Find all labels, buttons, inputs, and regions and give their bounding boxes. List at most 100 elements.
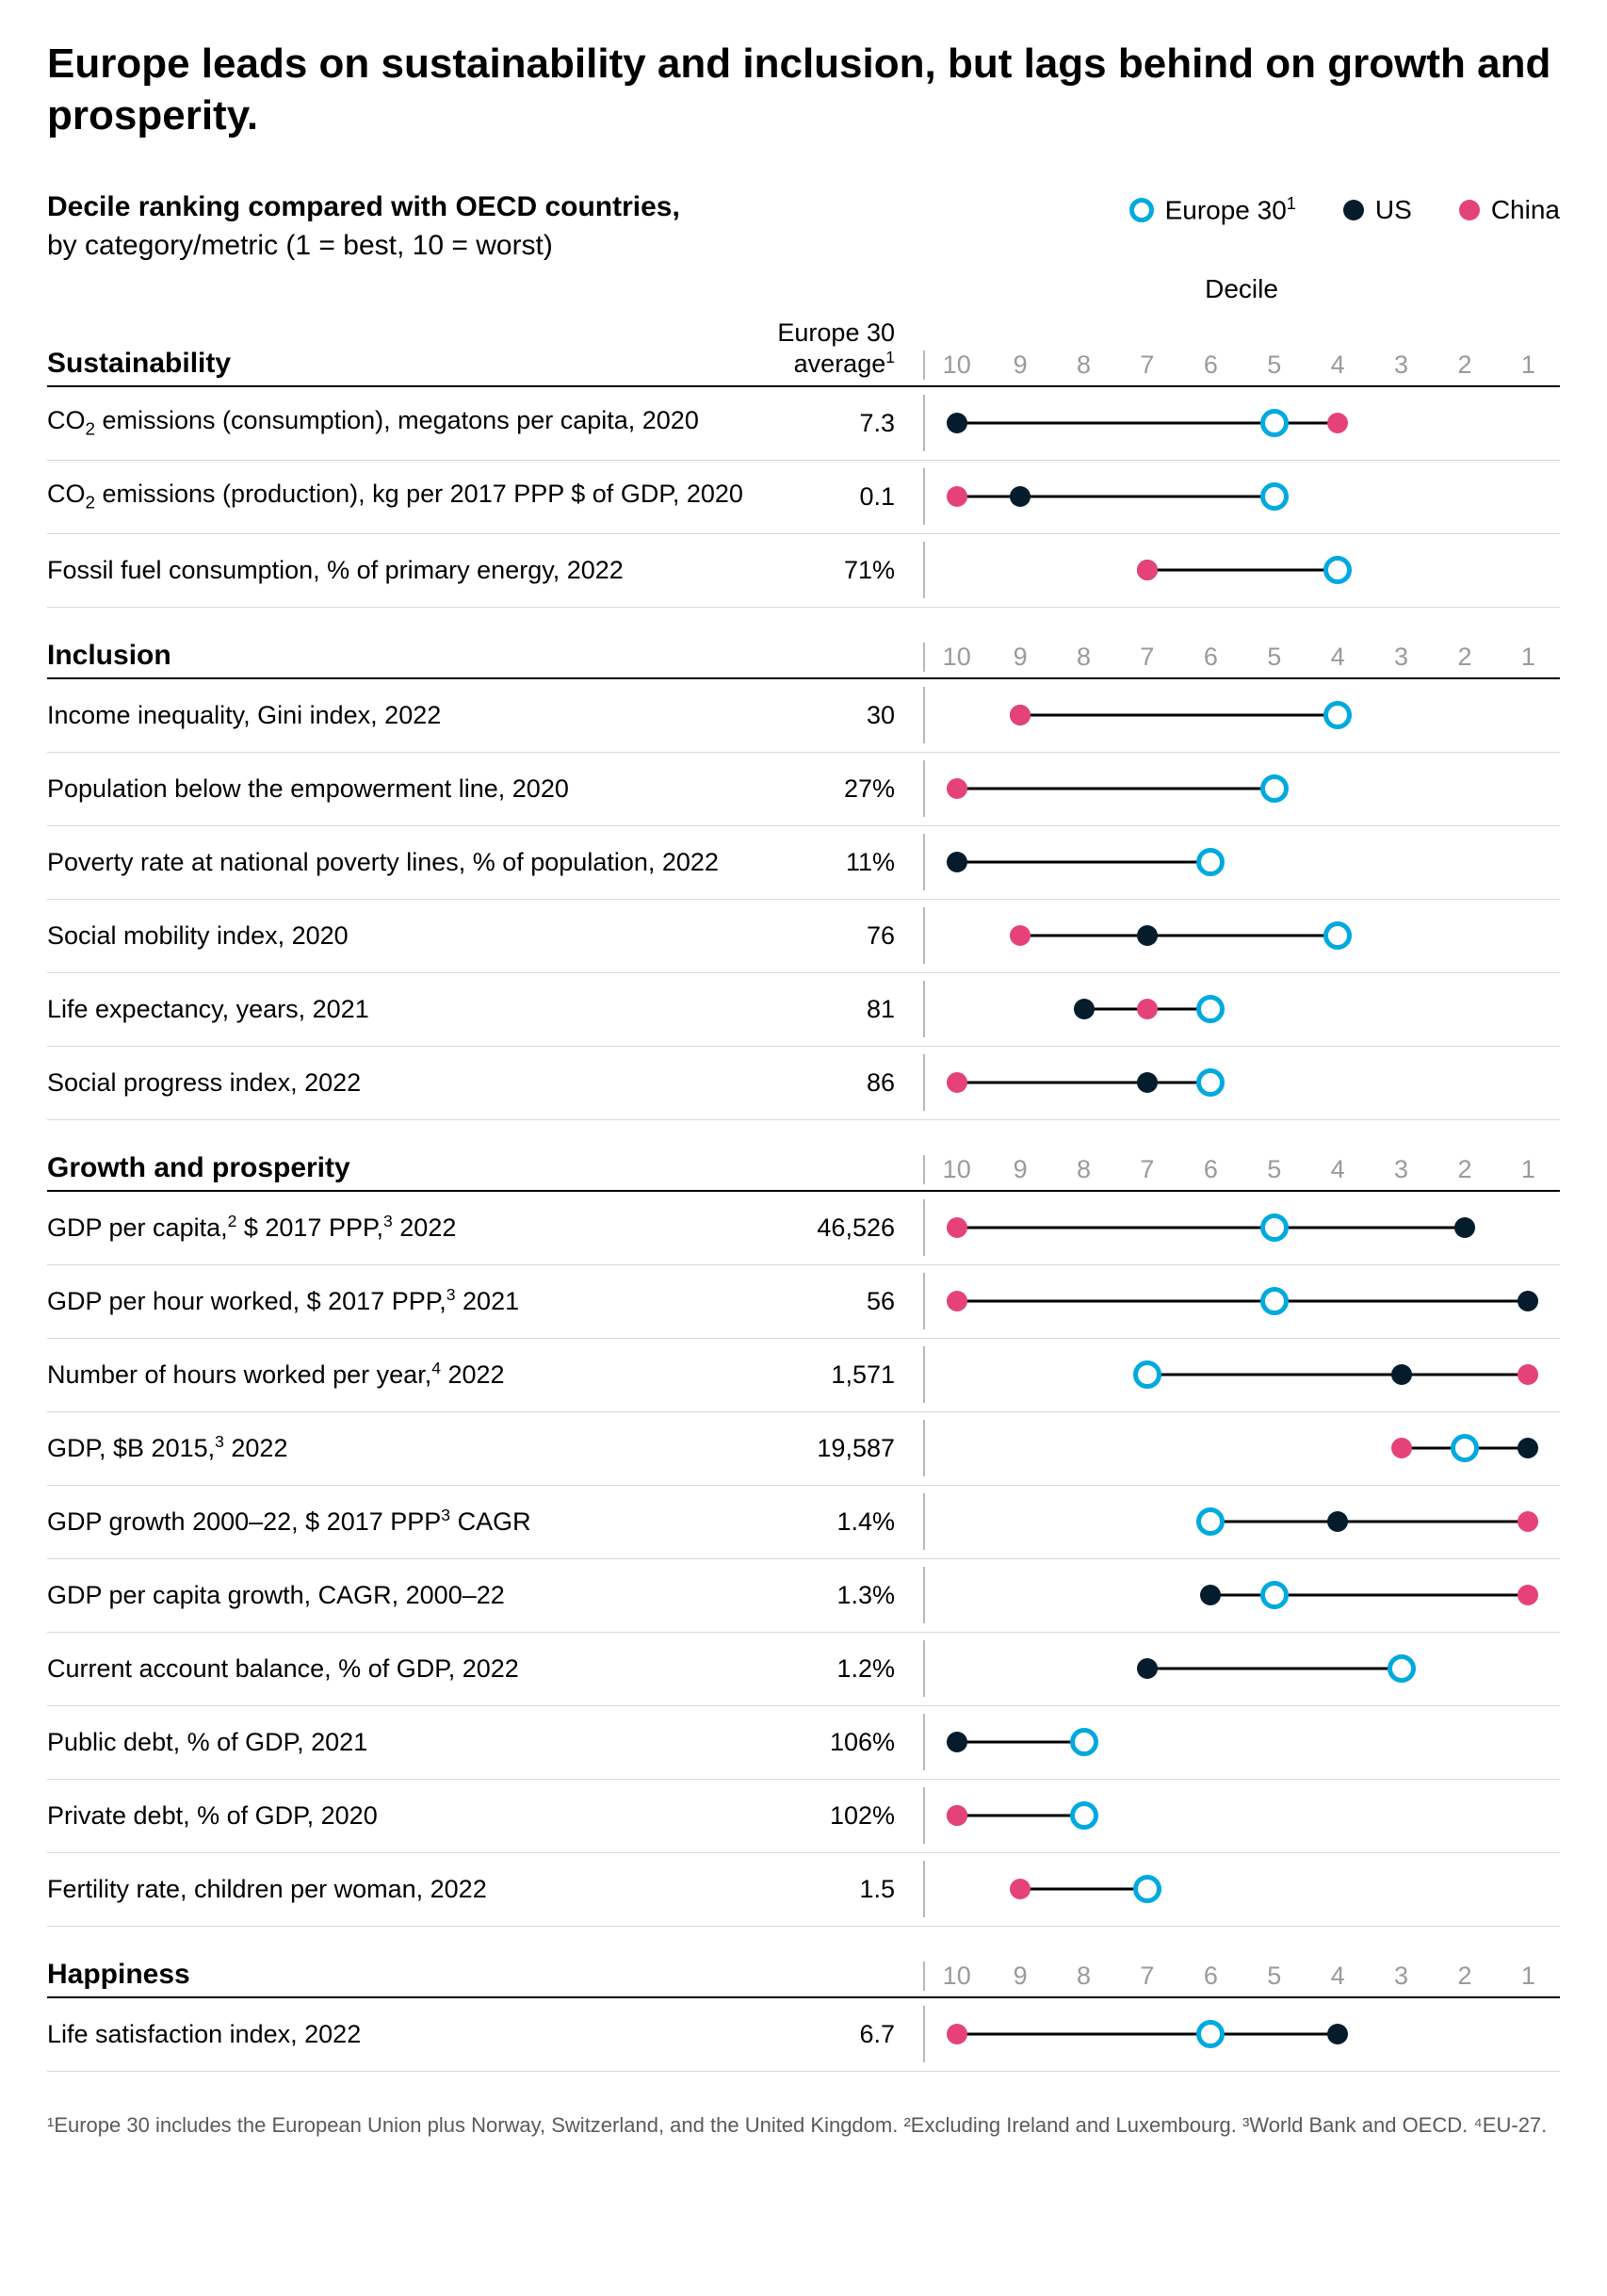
- axis-tick: 9: [988, 1155, 1051, 1184]
- metric-avg-value: 1.4%: [763, 1507, 923, 1537]
- europe-marker: [1260, 482, 1289, 511]
- europe-marker: [1323, 556, 1352, 584]
- axis-tick: 10: [925, 1962, 988, 1991]
- europe-marker: [1260, 1287, 1289, 1315]
- metric-avg-value: 11%: [763, 848, 923, 877]
- metric-row: GDP, $B 2015,3 202219,587: [47, 1412, 1560, 1486]
- axis-tick: 1: [1497, 643, 1560, 672]
- metric-avg-value: 71%: [763, 556, 923, 585]
- axis-tick: 4: [1306, 1962, 1369, 1991]
- us-marker: [1200, 1585, 1221, 1605]
- decile-plot: [923, 834, 1560, 890]
- metric-avg-value: 27%: [763, 774, 923, 804]
- europe-marker: [1388, 1654, 1416, 1683]
- legend-label: China: [1491, 195, 1560, 225]
- us-marker: [1454, 1217, 1475, 1238]
- europe-marker: [1196, 2020, 1225, 2048]
- decile-plot: [923, 1861, 1560, 1917]
- decile-plot: [923, 1346, 1560, 1403]
- axis-tick: 5: [1242, 1962, 1306, 1991]
- axis-tick: 10: [925, 350, 988, 380]
- decile-plot: [923, 1273, 1560, 1329]
- europe-marker: [1070, 1728, 1098, 1756]
- axis-tick: 4: [1306, 643, 1369, 672]
- europe-marker: [1133, 1360, 1161, 1389]
- legend-swatch: [1129, 198, 1154, 222]
- metric-label: GDP per capita,2 $ 2017 PPP,3 2022: [47, 1199, 763, 1256]
- metric-avg-value: 106%: [763, 1728, 923, 1757]
- metric-row: Population below the empowerment line, 2…: [47, 753, 1560, 826]
- decile-plot: [923, 1567, 1560, 1623]
- range-line: [957, 1227, 1465, 1229]
- metric-label: Social mobility index, 2020: [47, 908, 763, 964]
- europe-marker: [1133, 1875, 1161, 1903]
- europe-marker: [1196, 848, 1225, 876]
- metric-label: Income inequality, Gini index, 2022: [47, 688, 763, 743]
- us-marker: [1518, 1438, 1538, 1458]
- axis-tick: 9: [988, 350, 1051, 380]
- china-marker: [947, 778, 967, 799]
- axis-tick: 9: [988, 1962, 1051, 1991]
- metric-label: GDP growth 2000–22, $ 2017 PPP3 CAGR: [47, 1493, 763, 1550]
- legend-item: Europe 301: [1129, 194, 1296, 225]
- europe-marker: [1196, 995, 1225, 1023]
- range-line: [957, 1082, 1211, 1084]
- metric-label: Social progress index, 2022: [47, 1055, 763, 1111]
- range-line: [1210, 1594, 1528, 1597]
- axis-tick: 4: [1306, 350, 1369, 380]
- axis-tick: 8: [1052, 350, 1115, 380]
- range-line: [1210, 1521, 1528, 1523]
- axis-tick: 3: [1370, 1155, 1433, 1184]
- axis-tick: 6: [1179, 350, 1242, 380]
- metric-avg-value: 19,587: [763, 1434, 923, 1463]
- range-line: [957, 496, 1274, 498]
- europe-marker: [1260, 1213, 1289, 1242]
- decile-plot: [923, 907, 1560, 964]
- axis-tick: 3: [1370, 350, 1433, 380]
- decile-plot: [923, 1640, 1560, 1697]
- footnotes: ¹Europe 30 includes the European Union p…: [47, 2109, 1560, 2141]
- europe-marker: [1070, 1801, 1098, 1830]
- metric-label: Private debt, % of GDP, 2020: [47, 1788, 763, 1844]
- europe-marker: [1323, 921, 1352, 950]
- axis-tick: 7: [1115, 1962, 1178, 1991]
- metric-avg-value: 46,526: [763, 1213, 923, 1243]
- legend: Europe 301USChina: [763, 188, 1560, 225]
- china-marker: [947, 1291, 967, 1311]
- metric-row: Number of hours worked per year,4 20221,…: [47, 1339, 1560, 1412]
- us-marker: [1327, 1511, 1348, 1532]
- china-marker: [1391, 1438, 1412, 1458]
- china-marker: [1327, 413, 1348, 433]
- metric-avg-value: 102%: [763, 1801, 923, 1831]
- axis-tick: 5: [1242, 643, 1306, 672]
- china-marker: [947, 2024, 967, 2044]
- china-marker: [1010, 705, 1031, 725]
- metric-label: Poverty rate at national poverty lines, …: [47, 835, 763, 890]
- axis-tick: 2: [1433, 1962, 1496, 1991]
- metric-row: Private debt, % of GDP, 2020102%: [47, 1780, 1560, 1853]
- axis-tick: 6: [1179, 1962, 1242, 1991]
- decile-plot: [923, 2006, 1560, 2062]
- metric-avg-value: 1.5: [763, 1875, 923, 1904]
- china-marker: [1518, 1364, 1538, 1385]
- category-header: Growth and prosperity10987654321: [47, 1143, 1560, 1192]
- metric-avg-value: 86: [763, 1068, 923, 1098]
- decile-plot: [923, 1787, 1560, 1844]
- china-marker: [947, 1805, 967, 1826]
- subheading-row: Decile ranking compared with OECD countr…: [47, 188, 1560, 265]
- metric-avg-value: 1.3%: [763, 1581, 923, 1610]
- decile-plot: [923, 468, 1560, 525]
- metric-row: GDP per capita,2 $ 2017 PPP,3 202246,526: [47, 1192, 1560, 1265]
- us-marker: [1327, 2024, 1348, 2044]
- china-marker: [947, 1072, 967, 1093]
- category-name: Sustainability: [47, 348, 763, 380]
- us-marker: [947, 852, 967, 872]
- axis-tick: 6: [1179, 1155, 1242, 1184]
- range-line: [1020, 1888, 1147, 1891]
- decile-plot: [923, 1199, 1560, 1256]
- decile-plot: [923, 1420, 1560, 1476]
- axis-tick: 10: [925, 643, 988, 672]
- china-marker: [1137, 999, 1158, 1019]
- category-header: Inclusion10987654321: [47, 630, 1560, 679]
- metric-row: GDP per hour worked, $ 2017 PPP,3 202156: [47, 1265, 1560, 1339]
